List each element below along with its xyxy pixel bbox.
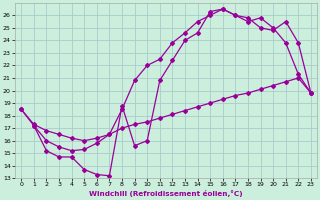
X-axis label: Windchill (Refroidissement éolien,°C): Windchill (Refroidissement éolien,°C) (89, 190, 243, 197)
